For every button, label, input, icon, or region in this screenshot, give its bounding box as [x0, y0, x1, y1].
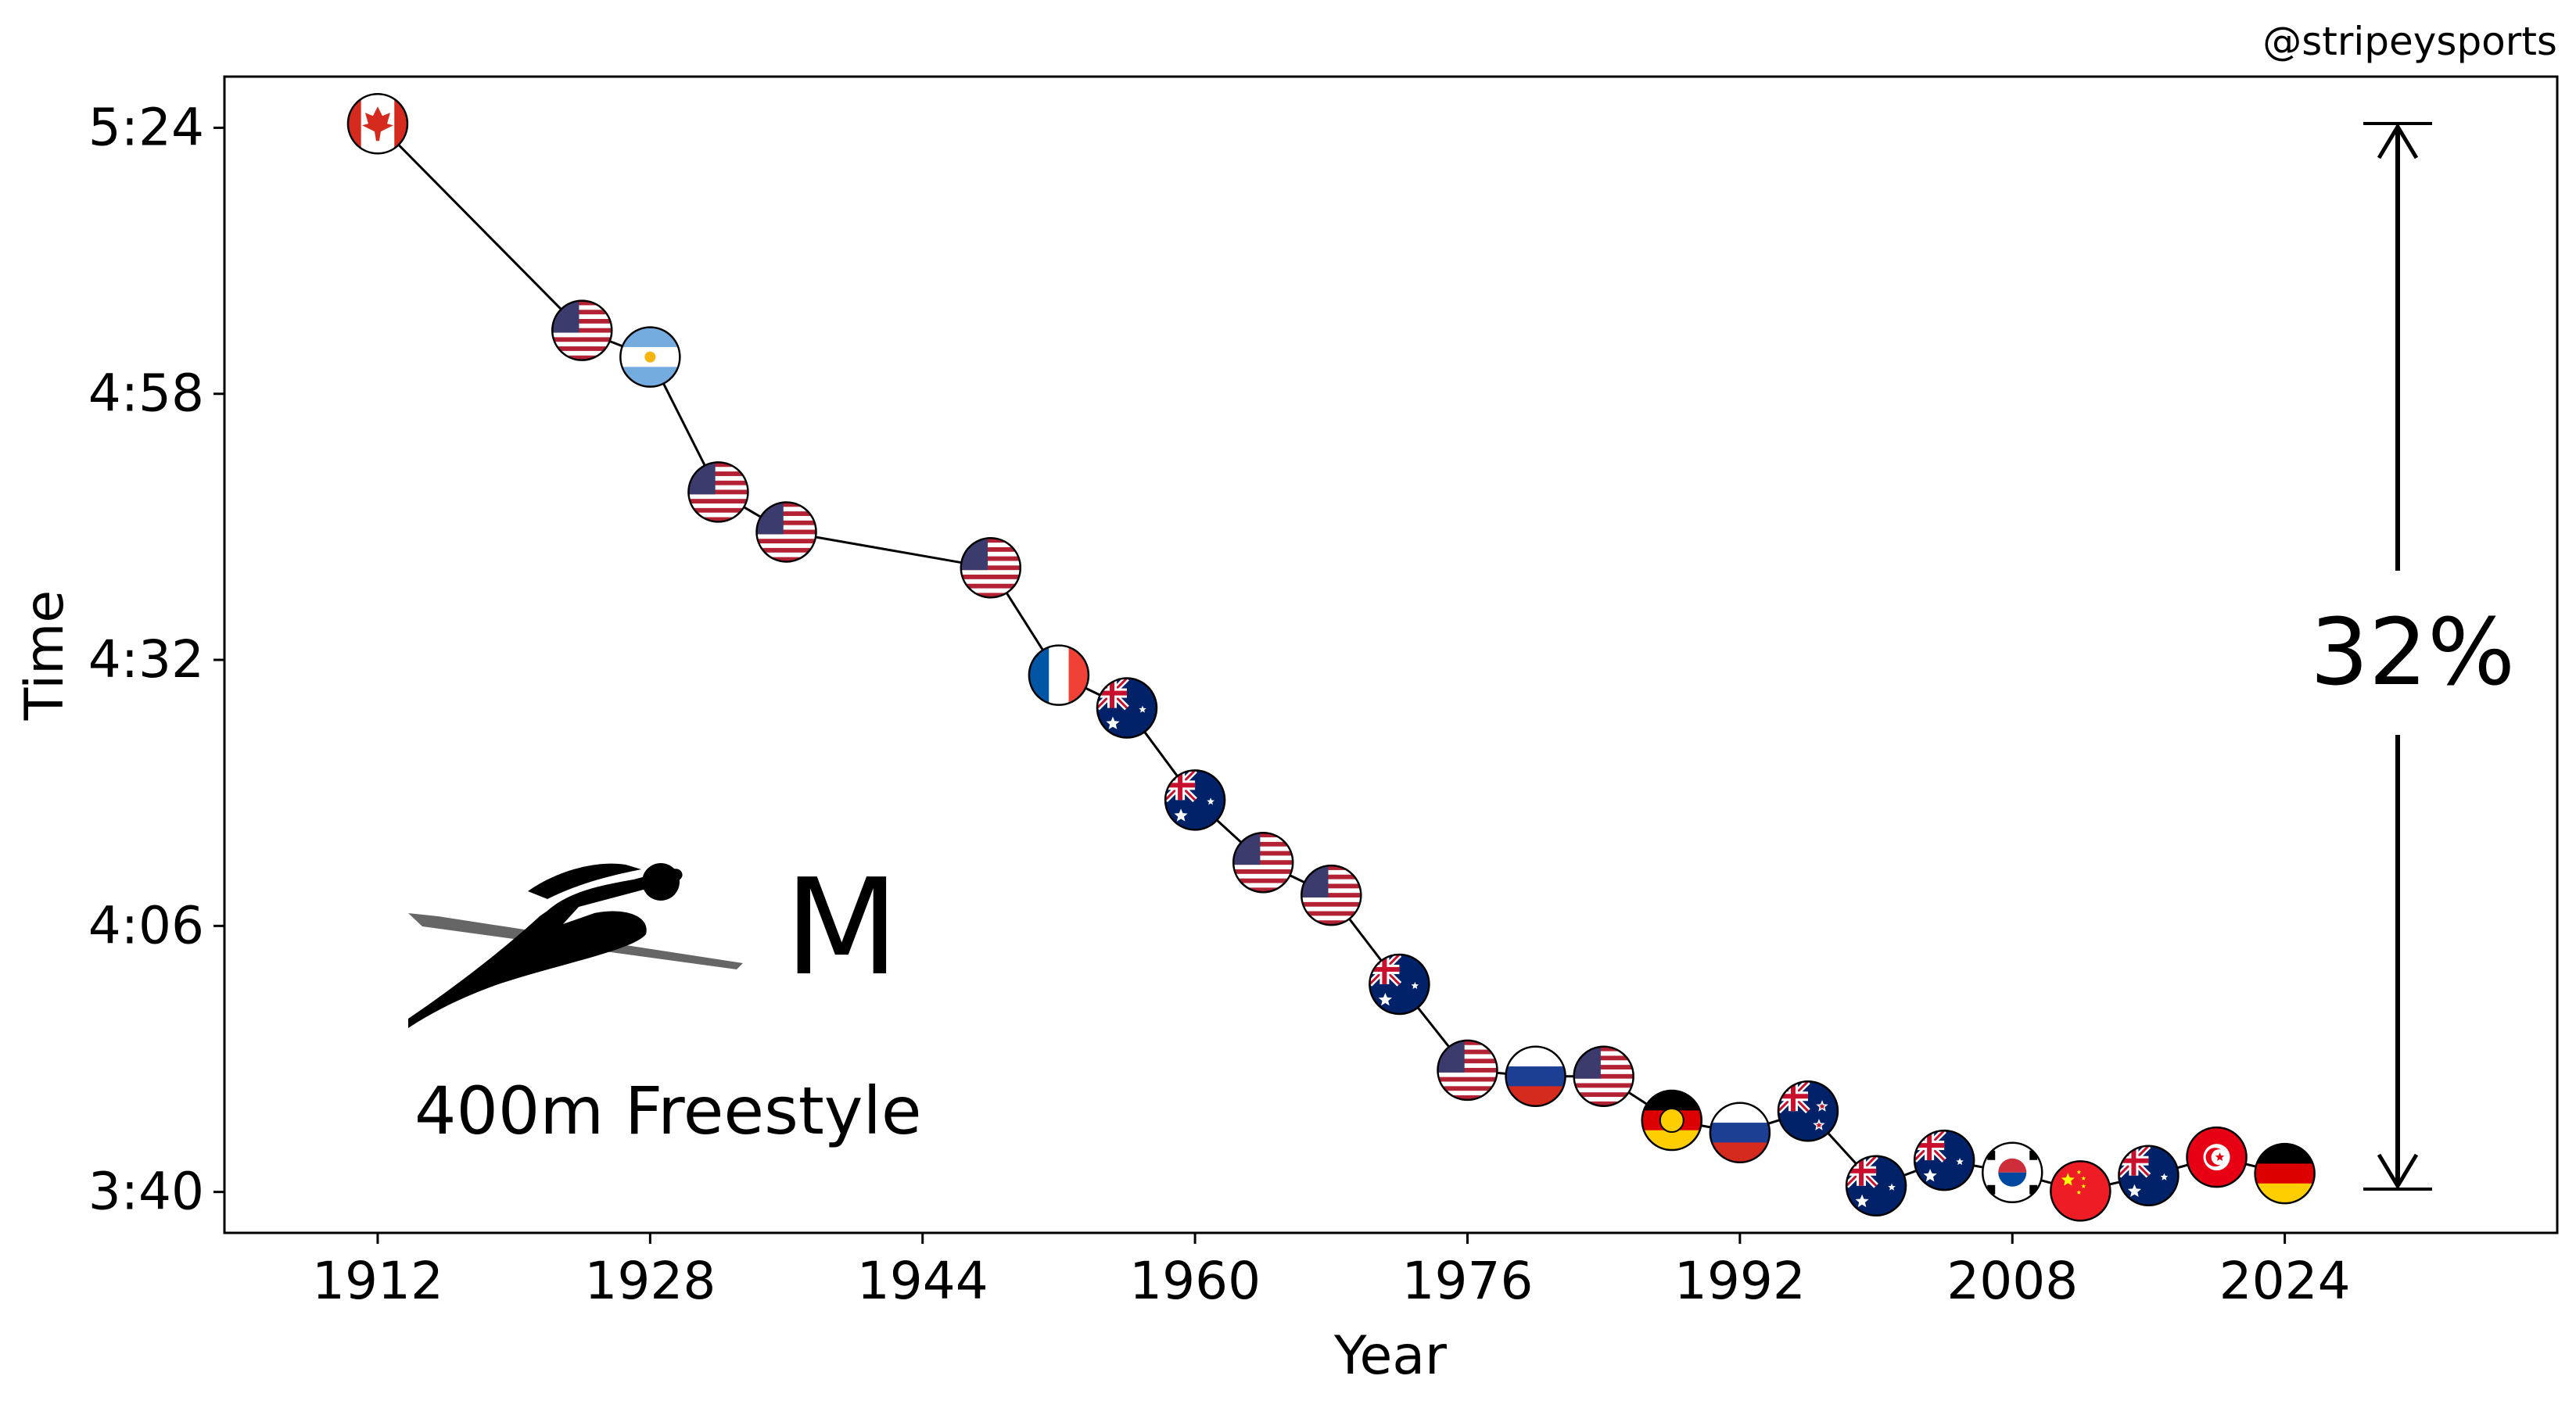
- data-point-border: [1641, 1089, 1703, 1152]
- y-axis: 3:40 4:06 4:32 4:58 5:24: [88, 97, 224, 1222]
- data-point-1964-usa: [1233, 833, 1293, 893]
- x-tick-label: 1928: [584, 1251, 716, 1311]
- y-tick-label: 4:32: [88, 629, 204, 690]
- data-point-border: [1301, 864, 1362, 926]
- data-point-border: [1913, 1129, 1975, 1191]
- data-point-2020-tun: [2187, 1127, 2247, 1188]
- x-axis-title: Year: [1333, 1325, 1447, 1387]
- x-tick-label: 1944: [857, 1251, 988, 1311]
- data-point-border: [1096, 677, 1158, 739]
- data-point-1956-aus: [1097, 678, 1157, 738]
- data-point-1996-nzl: [1778, 1081, 1838, 1141]
- x-tick-label: 1976: [1401, 1251, 1533, 1311]
- data-point-border: [2118, 1145, 2180, 1206]
- data-point-border: [1232, 831, 1294, 894]
- data-point-2012-chn: [2050, 1161, 2111, 1221]
- data-point-border: [2186, 1126, 2248, 1188]
- data-point-1932-usa: [688, 462, 748, 522]
- data-point-1976-usa: [1437, 1040, 1498, 1100]
- y-tick-label: 3:40: [88, 1162, 204, 1222]
- data-point-border: [2050, 1160, 2111, 1222]
- data-point-2008-kor: [1982, 1142, 2043, 1202]
- data-point-1992-eun: [1710, 1102, 1770, 1163]
- x-axis: 1912 1928 1944 1960 1976 1992 2008 2024: [312, 1233, 2351, 1311]
- gender-label: M: [784, 851, 899, 1005]
- swimmer-icon: [408, 863, 743, 1028]
- data-point-border: [1505, 1045, 1566, 1107]
- y-tick-label: 4:06: [88, 895, 204, 955]
- data-point-border: [1573, 1045, 1634, 1107]
- data-point-1952-fra: [1028, 645, 1089, 705]
- data-point-border: [687, 461, 749, 523]
- improvement-arrow: [2363, 122, 2432, 1191]
- improvement-label: 32%: [2310, 598, 2515, 706]
- x-tick-label: 1960: [1129, 1251, 1261, 1311]
- plot-frame: [223, 75, 2559, 1234]
- y-tick-label: 5:24: [88, 97, 204, 157]
- y-axis-title: Time: [14, 590, 76, 721]
- data-point-border: [1028, 644, 1090, 706]
- x-tick-label: 2024: [2219, 1251, 2351, 1311]
- data-point-1968-usa: [1301, 865, 1362, 926]
- data-point-2000-aus: [1846, 1155, 1907, 1216]
- data-point-border: [1777, 1080, 1839, 1142]
- data-point-border: [1369, 953, 1430, 1016]
- credit-label: @stripeysports: [2262, 19, 2557, 64]
- data-point-border: [1164, 769, 1226, 831]
- x-tick-label: 2008: [1946, 1251, 2078, 1311]
- data-point-1936-usa: [756, 502, 816, 562]
- data-point-border: [755, 501, 817, 563]
- data-point-border: [619, 326, 681, 388]
- data-point-border: [1981, 1141, 2043, 1204]
- y-tick-label: 4:58: [88, 364, 204, 424]
- data-point-border: [2254, 1142, 2316, 1205]
- data-point-2024-ger: [2255, 1144, 2315, 1204]
- data-point-border: [960, 536, 1022, 599]
- data-point-border: [1709, 1102, 1771, 1163]
- data-point-border: [346, 92, 409, 155]
- data-point-border: [1845, 1155, 1907, 1217]
- data-point-border: [1437, 1039, 1498, 1102]
- data-point-border: [551, 299, 613, 361]
- x-tick-label: 1992: [1674, 1251, 1806, 1311]
- event-label: 400m Freestyle: [414, 1073, 922, 1149]
- x-tick-label: 1912: [312, 1251, 443, 1311]
